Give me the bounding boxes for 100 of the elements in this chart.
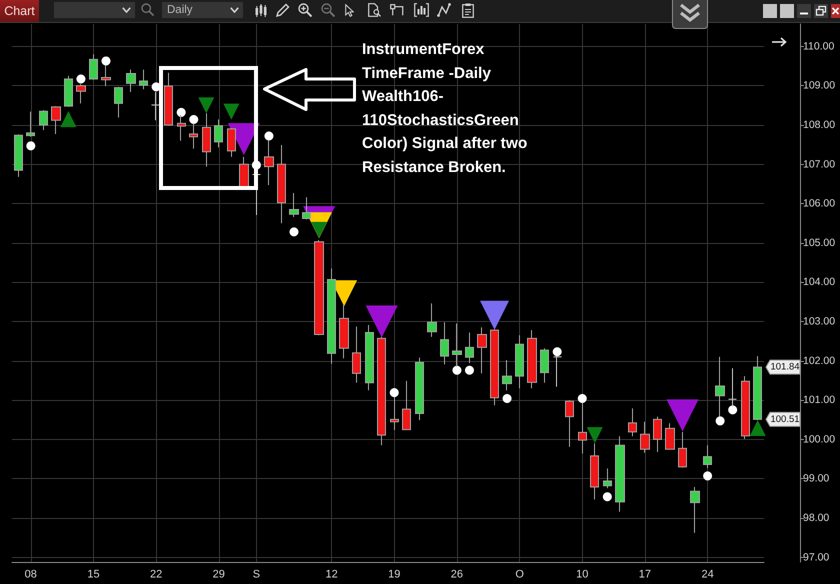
x-tick-label: S	[252, 568, 260, 580]
candlestick	[327, 268, 336, 364]
candlestick	[502, 360, 512, 391]
candlestick	[402, 380, 411, 430]
point	[176, 108, 186, 117]
candlestick	[565, 400, 574, 448]
candlestick	[302, 196, 311, 220]
point	[728, 405, 738, 414]
candlestick	[89, 54, 98, 80]
point	[602, 492, 612, 502]
candlestick	[289, 192, 299, 218]
candlestick	[678, 431, 687, 468]
x-tick-label: 19	[388, 568, 400, 580]
tab: Chart	[0, 0, 39, 22]
candlestick	[615, 436, 625, 512]
x-tick-label: O	[515, 568, 524, 580]
y-tick-label: 98.00	[803, 512, 830, 524]
point	[189, 115, 198, 124]
y-tick-label: 101.00	[803, 394, 836, 406]
y-tick-label: 106.00	[803, 198, 836, 210]
point	[750, 420, 766, 436]
point	[452, 366, 462, 375]
annotation: 100.51	[770, 414, 800, 425]
candlestick	[628, 408, 637, 437]
candlestick	[415, 357, 424, 421]
candlestick	[465, 332, 474, 364]
point	[464, 366, 474, 375]
candlestick	[164, 72, 173, 126]
point	[102, 56, 110, 66]
candlestick	[151, 91, 161, 121]
candlestick	[377, 336, 386, 446]
candlestick	[139, 69, 148, 90]
point	[76, 74, 86, 84]
candlestick	[690, 486, 700, 534]
point	[366, 305, 398, 338]
point	[290, 227, 298, 236]
candlestick	[314, 240, 324, 336]
y-tick-label: 105.00	[803, 236, 836, 249]
candlestick	[703, 444, 712, 469]
candlestick	[277, 144, 286, 224]
candlestick	[665, 422, 675, 450]
point	[703, 471, 712, 480]
point	[502, 394, 512, 404]
y-tick-label: 99.00	[803, 472, 830, 485]
y-tick-label: 103.00	[803, 315, 836, 328]
candlestick	[101, 65, 111, 87]
y-tick-label: 110.00	[803, 40, 834, 52]
x-tick-label: 29	[212, 568, 225, 580]
candlestick	[64, 75, 73, 108]
candlestick	[114, 86, 123, 118]
candlestick	[26, 111, 35, 138]
candlestick	[39, 110, 48, 131]
point	[264, 132, 274, 140]
annotation: 101.84	[770, 362, 800, 373]
candlestick	[126, 69, 136, 92]
point	[666, 399, 699, 432]
point	[390, 388, 399, 398]
candlestick	[202, 112, 211, 168]
candlestick	[753, 356, 762, 421]
candlestick	[477, 326, 487, 374]
candlestick	[239, 156, 249, 188]
annotation: InstrumentForex TimeFrame -Daily Wealth106-110StochasticsGreen Color) Signal after two Resistance Broken.	[362, 40, 528, 178]
candlestick	[590, 442, 599, 500]
y-tick-label: 97.00	[803, 551, 830, 564]
x-tick-label: 24	[701, 568, 714, 580]
point	[552, 347, 562, 356]
x-tick-label: 15	[87, 568, 100, 580]
candlestick	[14, 134, 23, 178]
y-tick-label: 109.00	[803, 80, 836, 92]
point	[60, 111, 76, 128]
candlestick	[741, 376, 750, 440]
point	[586, 427, 603, 444]
candlestick	[640, 421, 650, 454]
candlestick	[527, 330, 537, 389]
point	[716, 416, 725, 426]
x-tick-label: 17	[638, 568, 652, 580]
y-tick-label: 108.00	[803, 119, 836, 131]
x-tick-label: 26	[450, 568, 464, 580]
point	[578, 394, 587, 404]
dropdown: Daily	[162, 2, 243, 18]
candlestick	[214, 118, 223, 148]
candlestick	[339, 304, 349, 359]
candlestick	[76, 84, 86, 104]
y-tick-label: 100.00	[803, 433, 836, 446]
x-tick-label: 22	[150, 568, 162, 580]
candlestick	[51, 106, 61, 135]
point	[480, 300, 510, 330]
candlestick	[365, 324, 374, 391]
y-tick-label: 102.00	[803, 354, 836, 367]
point	[198, 97, 214, 114]
x-tick-label: 08	[24, 568, 37, 580]
candlestick	[603, 468, 612, 489]
candlestick	[227, 128, 236, 158]
x-tick-label: 10	[576, 568, 588, 580]
candlestick	[540, 348, 549, 384]
y-tick-label: 104.00	[803, 276, 836, 288]
x-tick-label: 12	[325, 568, 338, 580]
candlestick	[427, 302, 437, 338]
candlestick	[653, 416, 662, 452]
candlestick	[515, 334, 524, 389]
